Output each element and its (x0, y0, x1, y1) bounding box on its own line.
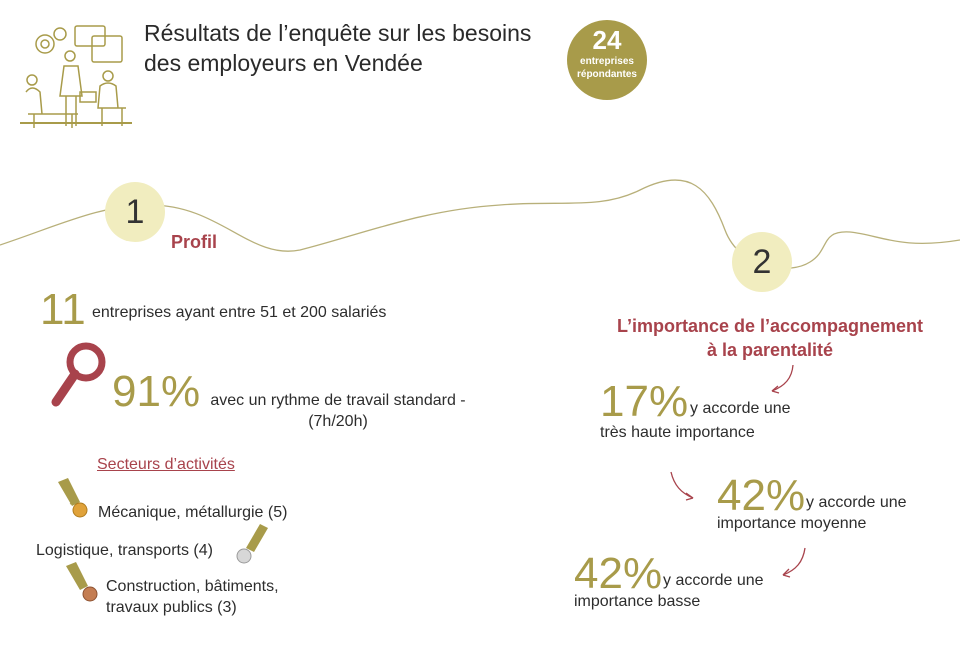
stat2-text: avec un rythme de travail standard - (7h… (196, 390, 480, 432)
stat1-text: entreprises ayant entre 51 et 200 salari… (92, 304, 387, 321)
section-2-title: L’importance de l’accompagnement à la pa… (590, 314, 950, 362)
section-2-number: 2 (732, 232, 792, 292)
curved-arrow-icon (782, 547, 806, 576)
sectors-title: Secteurs d’activités (97, 456, 235, 473)
curved-arrow-icon (771, 364, 794, 392)
importance-low-value: 42% (574, 549, 663, 598)
importance-low-text-2: importance basse (574, 593, 701, 610)
sector-item-3-line-1: Construction, bâtiments, (106, 578, 279, 595)
stat2-value: 91% (112, 367, 201, 416)
section-2-title-line-2: à la parentalité (706, 340, 834, 360)
sector-item-2: Logistique, transports (4) (36, 542, 213, 559)
importance-low-text-1: y accorde une (663, 572, 764, 589)
bronze-medal-icon (66, 562, 98, 602)
title-line-1: Résultats de l’enquête sur les besoins (144, 20, 532, 46)
section-1-title: Profil (171, 232, 218, 252)
section-1-number: 1 (105, 182, 165, 242)
sector-item-1: Mécanique, métallurgie (5) (98, 504, 288, 521)
stat1-value: 11 (40, 285, 86, 334)
badge-label-1: entreprises (580, 56, 634, 67)
importance-medium-text-2: importance moyenne (717, 515, 867, 532)
magnifier-icon (51, 342, 106, 407)
sector-item-3-line-2: travaux publics (3) (106, 599, 237, 616)
gold-medal-icon (58, 478, 88, 518)
stat2-text-line-1: avec un rythme de travail standard - (210, 392, 466, 409)
silver-medal-icon (236, 524, 268, 564)
curved-arrow-icon (670, 471, 694, 499)
respondents-badge: 24 entreprises répondantes (567, 20, 647, 100)
page-title: Résultats de l’enquête sur les besoins d… (144, 18, 564, 78)
title-line-2: des employeurs en Vendée (144, 50, 423, 76)
importance-high-text-2: très haute importance (600, 424, 755, 441)
team-work-illustration (20, 25, 132, 128)
importance-medium-value: 42% (717, 471, 806, 520)
importance-high-value: 17% (600, 377, 689, 426)
stat2-text-line-2: (7h/20h) (308, 413, 368, 430)
badge-number: 24 (592, 25, 622, 55)
section-2-title-line-1: L’importance de l’accompagnement (616, 316, 924, 336)
importance-medium-text-1: y accorde une (806, 494, 907, 511)
sector-item-3: Construction, bâtiments, travaux publics… (106, 576, 279, 618)
importance-high-text-1: y accorde une (690, 400, 791, 417)
badge-label-2: répondantes (576, 69, 637, 80)
